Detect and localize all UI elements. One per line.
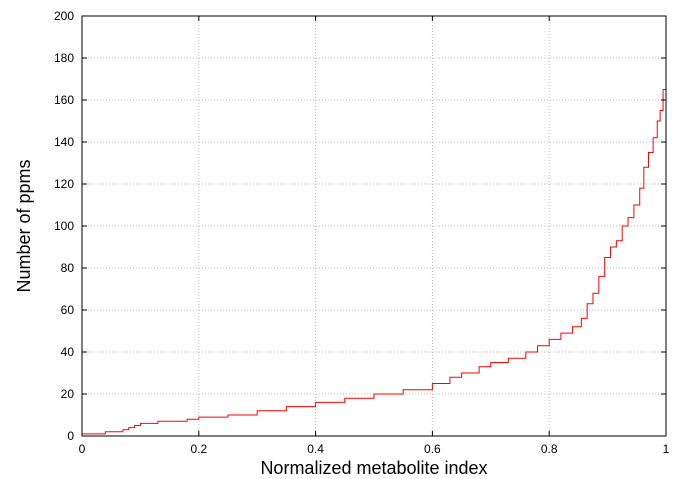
grid-layer [82, 16, 666, 436]
x-tick-label: 0.4 [307, 442, 324, 456]
y-tick-label: 140 [54, 135, 74, 149]
x-tick-label: 1 [663, 442, 670, 456]
x-axis-title: Normalized metabolite index [260, 458, 487, 478]
y-tick-label: 40 [61, 345, 75, 359]
y-tick-label: 20 [61, 387, 75, 401]
y-axis-title: Number of ppms [14, 159, 34, 292]
y-tick-label: 180 [54, 51, 74, 65]
y-tick-label: 0 [67, 429, 74, 443]
series-line [82, 53, 667, 435]
y-tick-label: 60 [61, 303, 75, 317]
y-tick-label: 200 [54, 9, 74, 23]
y-tick-label: 160 [54, 93, 74, 107]
tick-layer: 0 0.2 0.4 0.6 0.8 1 0 20 40 60 80 100 120 140 160 180 20… [54, 9, 670, 456]
x-tick-label: 0 [79, 442, 86, 456]
x-tick-label: 0.6 [424, 442, 441, 456]
x-tick-label: 0.8 [541, 442, 558, 456]
y-tick-label: 80 [61, 261, 75, 275]
y-tick-label: 100 [54, 219, 74, 233]
x-tick-label: 0.2 [190, 442, 207, 456]
y-tick-label: 120 [54, 177, 74, 191]
